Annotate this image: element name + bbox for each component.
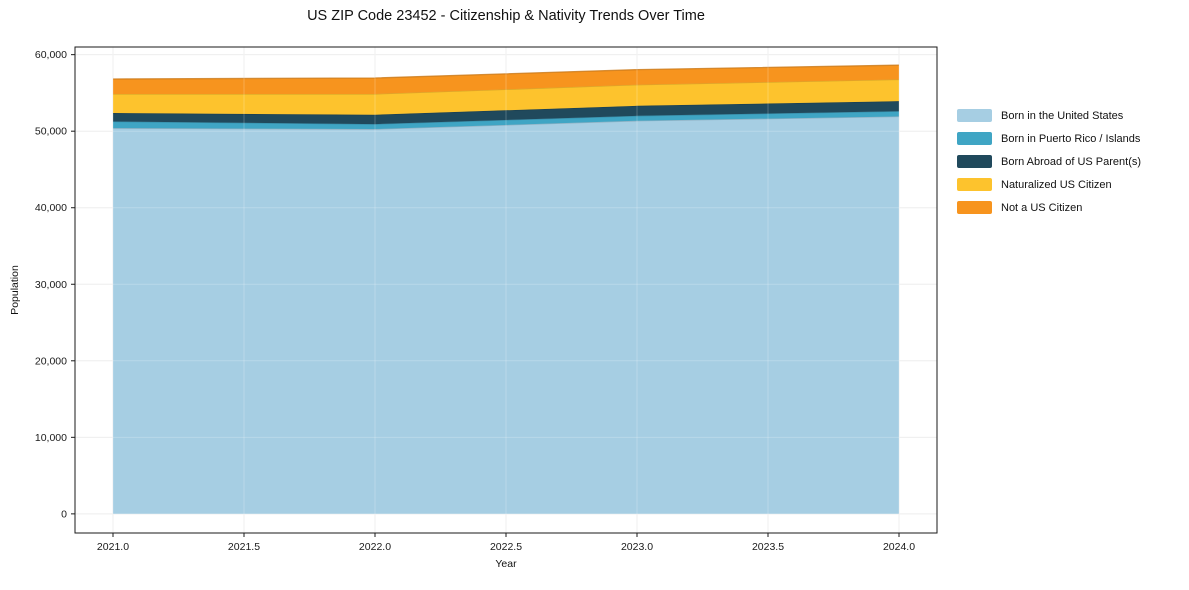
- legend-item-born-abroad-of-us-parent-s: Born Abroad of US Parent(s): [957, 150, 1141, 173]
- area-naturalized-us-citizen: [112, 79, 900, 115]
- x-tick-label: 2021.0: [97, 541, 129, 553]
- legend-label: Born in Puerto Rico / Islands: [1001, 132, 1141, 145]
- y-tick-label: 30,000: [35, 279, 67, 291]
- legend-item-born-in-the-united-states: Born in the United States: [957, 104, 1141, 127]
- legend: Born in the United States Born in Puerto …: [957, 104, 1141, 219]
- y-tick-label: 40,000: [35, 202, 67, 214]
- legend-swatch: [957, 201, 992, 214]
- area-born-in-the-united-states: [112, 116, 900, 514]
- legend-label: Born in the United States: [1001, 109, 1124, 122]
- legend-item-born-in-puerto-rico-islands: Born in Puerto Rico / Islands: [957, 127, 1141, 150]
- x-tick-label: 2022.5: [490, 541, 522, 553]
- legend-label: Naturalized US Citizen: [1001, 178, 1112, 191]
- x-tick-label: 2021.5: [228, 541, 260, 553]
- x-tick-label: 2023.0: [621, 541, 653, 553]
- y-tick-label: 60,000: [35, 49, 67, 61]
- legend-swatch: [957, 132, 992, 145]
- legend-swatch: [957, 109, 992, 122]
- legend-item-naturalized-us-citizen: Naturalized US Citizen: [957, 173, 1141, 196]
- x-tick-label: 2024.0: [883, 541, 915, 553]
- legend-swatch: [957, 178, 992, 191]
- legend-label: Born Abroad of US Parent(s): [1001, 155, 1142, 168]
- y-tick-label: 50,000: [35, 126, 67, 138]
- area-born-abroad-of-us-parent-s: [112, 101, 900, 125]
- legend-item-not-a-us-citizen: Not a US Citizen: [957, 196, 1141, 219]
- x-tick-label: 2022.0: [359, 541, 391, 553]
- legend-label: Not a US Citizen: [1001, 201, 1083, 214]
- y-axis-label: Population: [9, 265, 21, 315]
- x-tick-label: 2023.5: [752, 541, 784, 553]
- edge-not-a-us-citizen: [112, 64, 900, 80]
- legend-swatch: [957, 155, 992, 168]
- y-tick-label: 20,000: [35, 355, 67, 367]
- chart-title: US ZIP Code 23452 - Citizenship & Nativi…: [307, 8, 705, 24]
- area-not-a-us-citizen: [112, 65, 900, 94]
- y-tick-label: 10,000: [35, 432, 67, 444]
- x-axis-label: Year: [495, 558, 517, 570]
- y-tick-label: 0: [61, 508, 67, 520]
